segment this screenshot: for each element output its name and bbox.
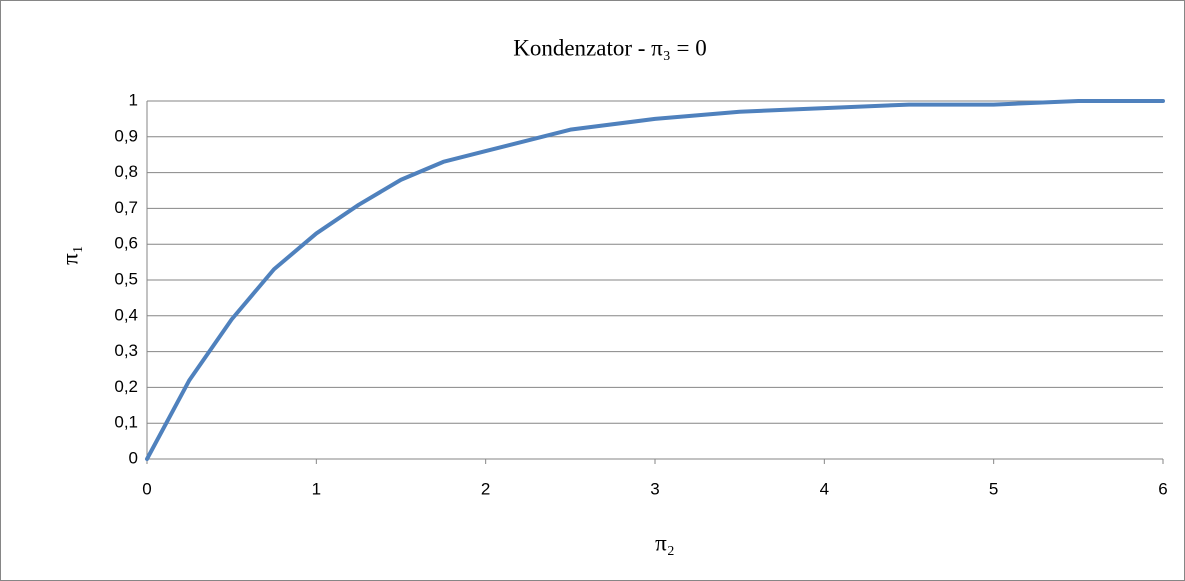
y-axis-label: π₁ bbox=[57, 245, 82, 265]
x-tick-label: 3 bbox=[650, 479, 659, 498]
x-tick-label: 5 bbox=[989, 479, 998, 498]
y-tick-label: 0,3 bbox=[114, 341, 138, 360]
x-tick-label: 0 bbox=[142, 479, 151, 498]
y-tick-label: 0,6 bbox=[114, 234, 138, 253]
y-tick-label: 0,2 bbox=[114, 377, 138, 396]
y-tick-label: 1 bbox=[129, 90, 138, 109]
x-tick-label: 4 bbox=[820, 479, 829, 498]
y-tick-label: 0,9 bbox=[114, 126, 138, 145]
y-tick-label: 0 bbox=[129, 448, 138, 467]
y-tick-label: 0,4 bbox=[114, 305, 138, 324]
y-tick-label: 0,5 bbox=[114, 269, 138, 288]
y-tick-label: 0,1 bbox=[114, 413, 138, 432]
y-tick-label: 0,7 bbox=[114, 198, 138, 217]
chart-title: Kondenzator - π₃ = 0 bbox=[513, 35, 707, 60]
y-tick-label: 0,8 bbox=[114, 162, 138, 181]
x-tick-label: 6 bbox=[1158, 479, 1167, 498]
x-tick-label: 1 bbox=[312, 479, 321, 498]
data-line bbox=[145, 99, 1165, 461]
x-tick-label: 2 bbox=[481, 479, 490, 498]
x-axis-label: π₂ bbox=[655, 530, 675, 555]
